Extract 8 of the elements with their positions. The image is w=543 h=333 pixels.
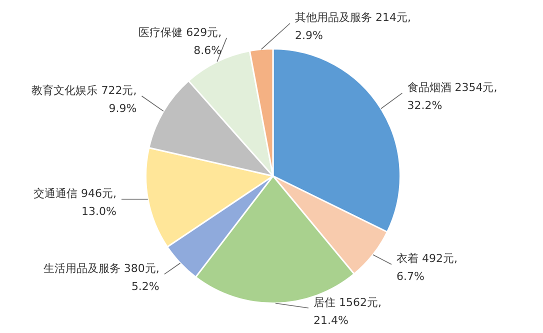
slice-label: 食品烟酒 2354元, 32.2% (407, 80, 498, 112)
slice-label: 其他用品及服务 214元, 2.9% (295, 11, 411, 42)
slice-label: 衣着 492元, 6.7% (396, 252, 458, 284)
slice-label: 交通通信 946元, 13.0% (33, 187, 116, 218)
slice-label: 教育文化娱乐 722元, 9.9% (32, 84, 137, 115)
slice-label: 生活用品及服务 380元, 5.2% (43, 262, 160, 294)
slice-label: 医疗保健 629元, 8.6% (138, 26, 222, 57)
slice-label: 居住 1562元, 21.4% (313, 296, 382, 327)
